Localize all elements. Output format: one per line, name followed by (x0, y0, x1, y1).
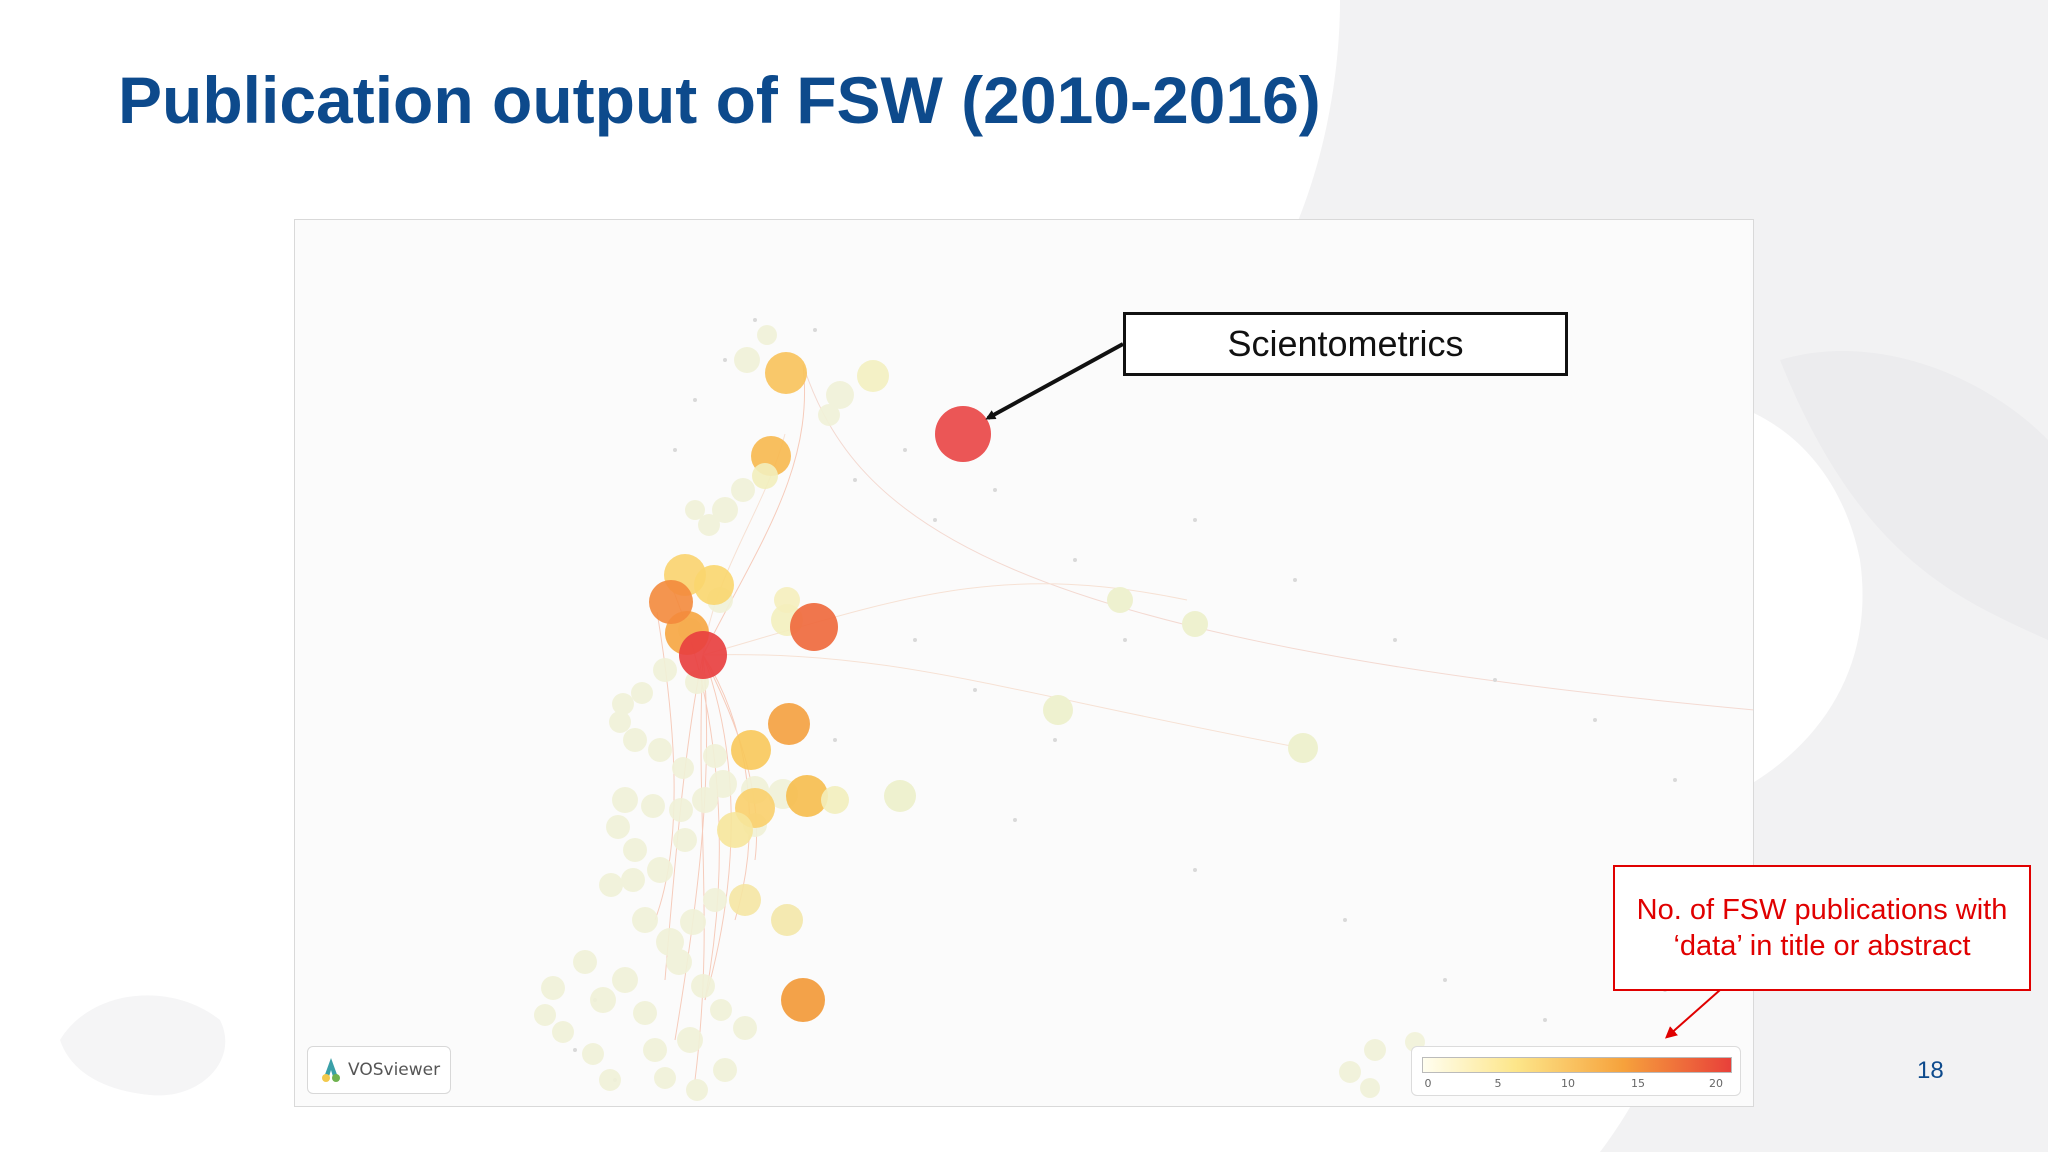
legend-tick-20: 20 (1709, 1077, 1723, 1090)
network-links (654, 364, 1753, 1081)
legend-tick-10: 10 (1561, 1077, 1575, 1090)
legend-gradient-bar (1422, 1057, 1732, 1073)
network-nodes-colored (649, 352, 889, 1022)
color-legend: 0 5 10 15 20 (1411, 1046, 1741, 1096)
legend-tick-0: 0 (1424, 1077, 1432, 1090)
vosviewer-badge: VOSviewer (307, 1046, 451, 1094)
node-scientometrics (935, 406, 991, 462)
network-map (534, 318, 1753, 1101)
vosviewer-logo-icon (322, 1058, 340, 1082)
vosviewer-label: VOSviewer (348, 1060, 441, 1080)
scientometrics-callout: Scientometrics (1123, 312, 1568, 376)
network-nodes-isolated (884, 587, 1318, 812)
background-dots (573, 318, 1677, 1082)
legend-tick-5: 5 (1494, 1077, 1502, 1090)
legend-tick-15: 15 (1631, 1077, 1645, 1090)
page-number: 18 (1917, 1057, 1944, 1084)
legend-note-callout: No. of FSW publications with ‘data’ in t… (1613, 865, 2031, 991)
slide-title: Publication output of FSW (2010-2016) (118, 63, 1321, 137)
